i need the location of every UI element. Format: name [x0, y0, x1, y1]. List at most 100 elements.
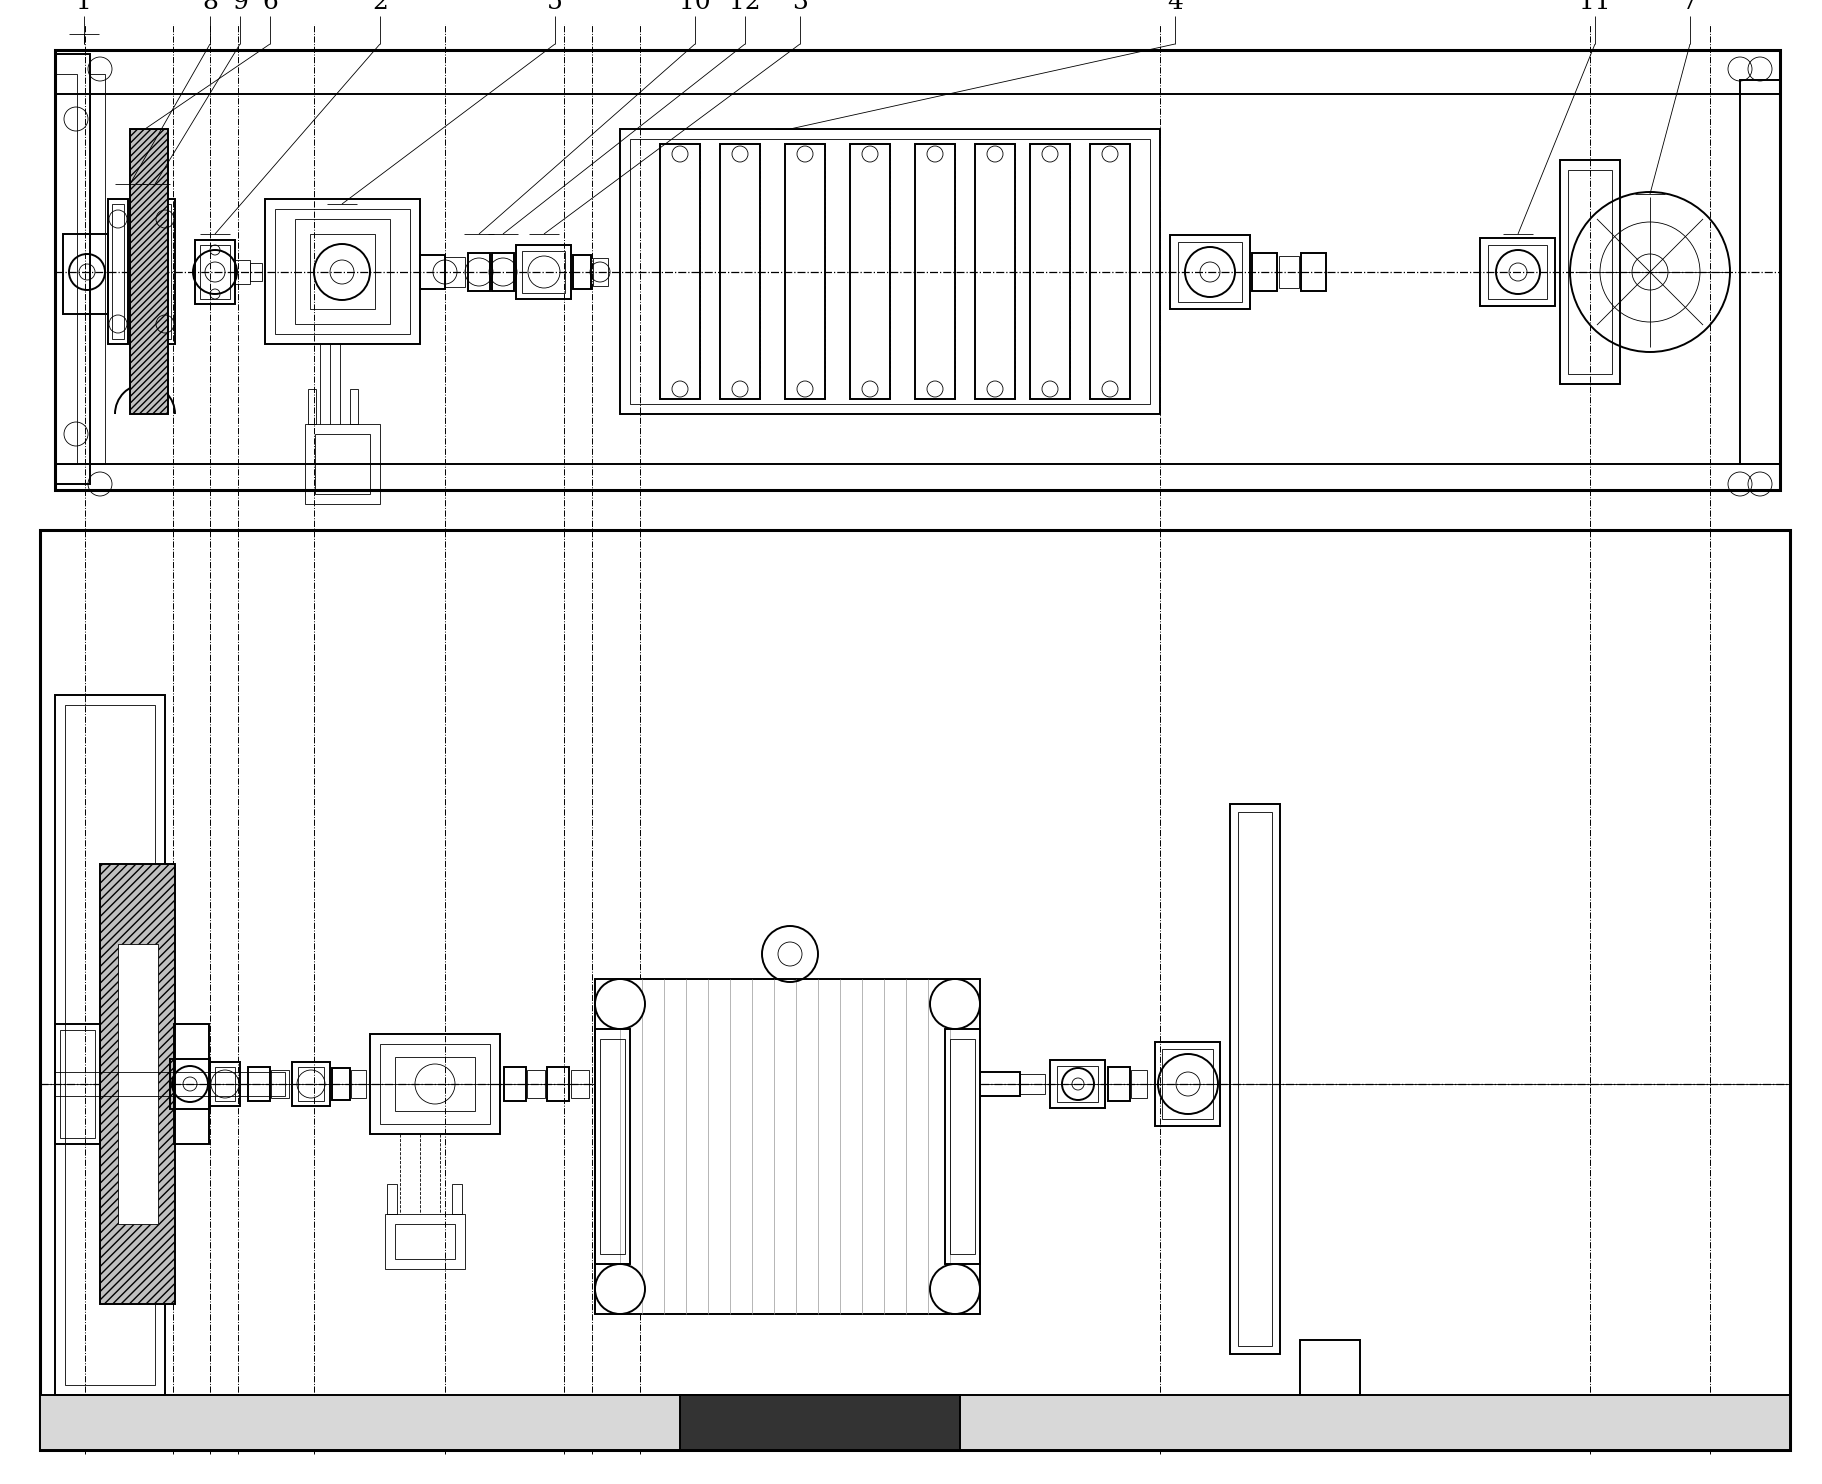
Bar [250, 263, 262, 280]
Bar [1740, 80, 1780, 464]
Bar [55, 1071, 284, 1097]
Bar [292, 1063, 330, 1106]
Bar [111, 203, 124, 338]
Text: 8: 8 [202, 0, 219, 13]
Text: 2: 2 [372, 0, 388, 13]
Bar [570, 1070, 589, 1098]
Bar [169, 1060, 210, 1109]
Bar [949, 1039, 975, 1254]
Bar [200, 245, 230, 298]
Bar [55, 53, 89, 484]
Bar [299, 1067, 324, 1101]
Bar [785, 144, 825, 399]
Bar [315, 433, 370, 494]
Bar [129, 129, 168, 414]
Bar [1108, 1067, 1130, 1101]
Bar [1560, 160, 1620, 384]
Bar [1057, 1066, 1099, 1103]
Bar [1029, 144, 1070, 399]
Bar [295, 220, 390, 324]
Bar [599, 1039, 625, 1254]
Bar [55, 74, 77, 464]
Bar [547, 1067, 568, 1101]
Bar [248, 1067, 270, 1101]
Text: 11: 11 [1580, 0, 1611, 13]
Bar [680, 1395, 960, 1450]
Bar [118, 944, 159, 1224]
Bar [516, 245, 570, 298]
Bar [1020, 1074, 1046, 1094]
Bar [1252, 252, 1277, 291]
Bar [1131, 1070, 1148, 1098]
Bar [445, 257, 465, 286]
Bar [89, 74, 106, 464]
Bar [40, 530, 1789, 1450]
Bar [381, 1045, 490, 1123]
Bar [596, 1028, 630, 1264]
Bar [1301, 252, 1326, 291]
Bar [1179, 242, 1243, 303]
Bar [310, 234, 375, 309]
Text: 9: 9 [231, 0, 248, 13]
Bar [308, 389, 315, 424]
Bar [521, 251, 565, 292]
Bar [851, 144, 889, 399]
Text: 1: 1 [77, 0, 91, 13]
Bar [350, 389, 357, 424]
Circle shape [596, 979, 645, 1028]
Bar [492, 252, 514, 291]
Text: 3: 3 [793, 0, 807, 13]
Bar [215, 1067, 235, 1101]
Bar [60, 1030, 95, 1138]
Bar [275, 209, 410, 334]
Text: 7: 7 [1682, 0, 1698, 13]
Bar [395, 1224, 456, 1258]
Bar [100, 864, 175, 1304]
Bar [332, 1068, 350, 1100]
Bar [66, 705, 155, 1385]
Text: 12: 12 [729, 0, 762, 13]
Circle shape [929, 979, 980, 1028]
Bar [630, 139, 1150, 404]
Bar [660, 144, 700, 399]
Bar [173, 1024, 210, 1144]
Bar [370, 1034, 499, 1134]
Bar [527, 1070, 545, 1098]
Text: 10: 10 [680, 0, 711, 13]
Bar [915, 144, 955, 399]
Bar [159, 203, 171, 338]
Text: 4: 4 [1168, 0, 1182, 13]
Bar [304, 424, 381, 505]
Bar [1489, 245, 1547, 298]
Bar [452, 1184, 463, 1214]
Bar [64, 234, 107, 315]
Bar [1170, 234, 1250, 309]
Bar [1162, 1049, 1213, 1119]
Bar [468, 252, 490, 291]
Bar [1155, 1042, 1221, 1126]
Text: 6: 6 [262, 0, 279, 13]
Bar [1279, 257, 1299, 288]
Bar [386, 1184, 397, 1214]
Circle shape [596, 1264, 645, 1313]
Bar [975, 144, 1015, 399]
Circle shape [929, 1264, 980, 1313]
Bar [592, 258, 609, 286]
Bar [55, 695, 166, 1395]
Bar [1479, 237, 1554, 306]
Bar [980, 1071, 1020, 1097]
Bar [505, 1067, 527, 1101]
Bar [619, 129, 1161, 414]
Bar [210, 1063, 241, 1106]
Bar [946, 1028, 980, 1264]
Bar [421, 255, 445, 289]
Bar [1237, 812, 1272, 1346]
Bar [1230, 804, 1281, 1353]
Bar [155, 199, 175, 344]
Bar [55, 1024, 100, 1144]
Bar [235, 260, 250, 283]
Bar [264, 199, 421, 344]
Bar [720, 144, 760, 399]
Bar [1301, 1340, 1359, 1395]
Bar [107, 199, 128, 344]
